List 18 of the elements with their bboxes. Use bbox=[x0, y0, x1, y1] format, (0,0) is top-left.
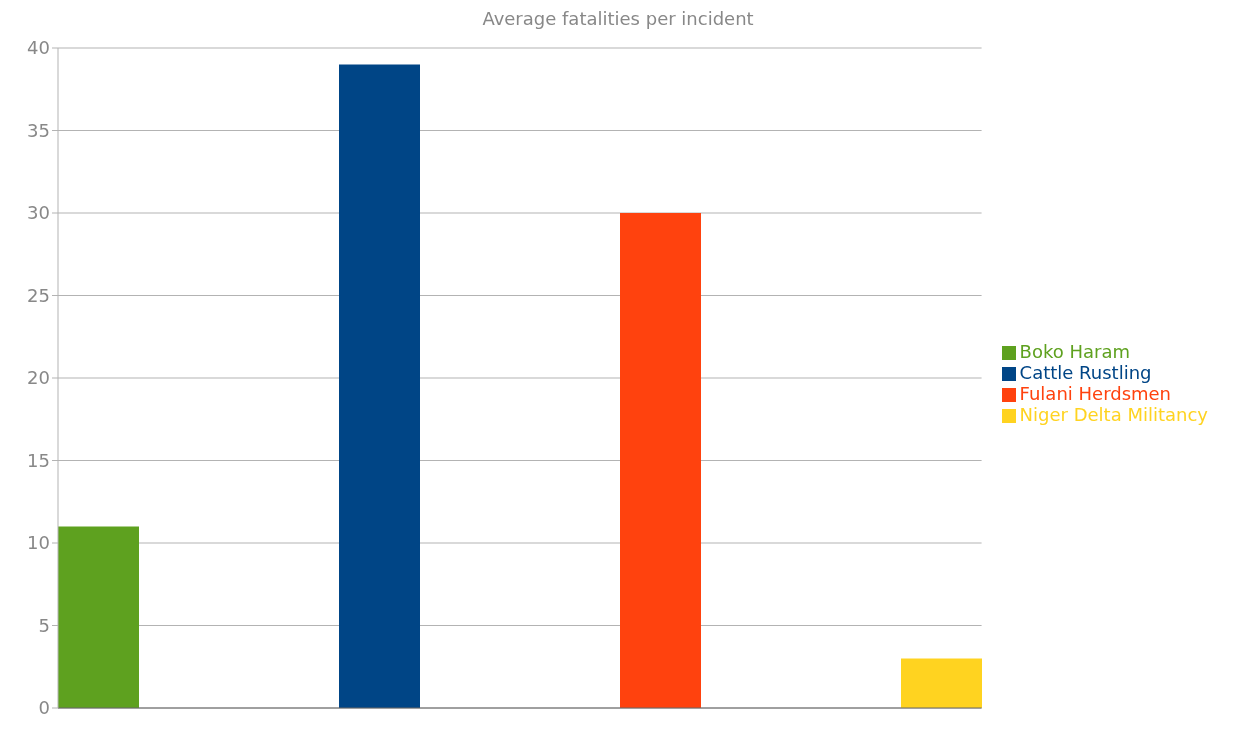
y-tick-label: 30 bbox=[27, 202, 50, 224]
legend-label: Fulani Herdsmen bbox=[1019, 383, 1172, 404]
chart-title: Average fatalities per incident bbox=[481, 8, 755, 31]
bar bbox=[901, 658, 982, 708]
bar bbox=[58, 526, 139, 708]
bar bbox=[620, 213, 701, 708]
legend-label: Niger Delta Militancy bbox=[1019, 404, 1208, 425]
bar bbox=[339, 64, 420, 708]
y-tick-label: 10 bbox=[27, 532, 50, 554]
y-tick-label: 0 bbox=[38, 697, 50, 719]
legend-label: Cattle Rustling bbox=[1019, 362, 1152, 383]
y-tick-label: 20 bbox=[27, 367, 50, 389]
y-tick-label: 25 bbox=[27, 284, 50, 306]
legend-label: Boko Haram bbox=[1019, 341, 1130, 362]
y-tick-label: 5 bbox=[38, 614, 50, 636]
y-tick-label: 35 bbox=[27, 119, 50, 141]
y-tick-label: 15 bbox=[27, 449, 50, 471]
y-tick-label: 40 bbox=[27, 37, 50, 59]
